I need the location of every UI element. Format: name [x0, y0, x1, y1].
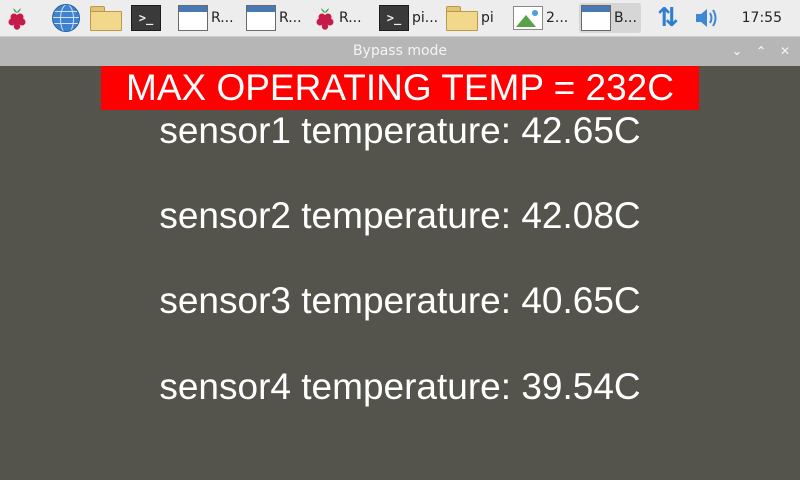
sensor-3-reading: sensor3 temperature: 40.65C [159, 280, 641, 321]
taskbar-window-active[interactable]: B... [579, 3, 641, 33]
sensor-4-reading: sensor4 temperature: 39.54C [159, 366, 641, 407]
terminal-icon: >_ [379, 5, 409, 31]
sensor-1-reading: sensor1 temperature: 42.65C [159, 110, 641, 151]
folder-icon [90, 6, 122, 31]
taskbar-window-6[interactable]: 2... [513, 3, 575, 33]
terminal-icon: >_ [131, 5, 161, 31]
taskbar-window-2[interactable]: R... [246, 3, 308, 33]
chevron-up-icon: ⌃ [755, 44, 767, 58]
network-arrows-icon: ⇅ [657, 3, 679, 33]
taskbar-window-5[interactable]: pi [446, 3, 508, 33]
taskbar-window-label: pi... [412, 10, 439, 26]
taskbar-window-label: pi [481, 10, 494, 26]
taskbar: >_ R... R... R... >_ pi... pi 2... B... … [0, 0, 800, 37]
window-titlebar[interactable]: Bypass mode ⌄ ⌃ ✕ [0, 37, 800, 66]
window-icon [246, 5, 276, 31]
volume-icon [696, 9, 717, 27]
minimize-button[interactable]: ⌄ [726, 37, 748, 66]
browser-launcher[interactable] [52, 3, 84, 33]
window-icon [581, 5, 611, 31]
window-content: MAX OPERATING TEMP = 232C sensor1 temper… [0, 66, 800, 480]
close-icon: ✕ [779, 44, 791, 58]
menu-button[interactable] [6, 3, 38, 33]
taskbar-window-label: B... [614, 10, 637, 26]
taskbar-window-3[interactable]: R... [314, 3, 376, 33]
taskbar-window-label: R... [279, 10, 302, 26]
taskbar-window-label: R... [339, 10, 362, 26]
terminal-launcher[interactable]: >_ [131, 3, 165, 33]
taskbar-window-label: 2... [546, 10, 569, 26]
sensor-2-reading: sensor2 temperature: 42.08C [159, 195, 641, 236]
window-title: Bypass mode [352, 43, 448, 59]
window-icon [178, 5, 208, 31]
network-tray[interactable]: ⇅ [654, 3, 682, 33]
close-button[interactable]: ✕ [774, 37, 796, 66]
globe-icon [52, 4, 80, 32]
maximize-button[interactable]: ⌃ [750, 37, 772, 66]
raspberry-pi-icon [316, 8, 334, 30]
max-temp-banner: MAX OPERATING TEMP = 232C [101, 66, 699, 110]
image-icon [513, 6, 543, 30]
taskbar-window-label: R... [211, 10, 234, 26]
clock[interactable]: 17:55 [741, 10, 782, 26]
taskbar-window-4[interactable]: >_ pi... [379, 3, 441, 33]
taskbar-window-1[interactable]: R... [178, 3, 240, 33]
file-manager-launcher[interactable] [90, 3, 126, 33]
chevron-down-icon: ⌄ [731, 44, 743, 58]
folder-icon [446, 6, 478, 31]
volume-tray[interactable] [692, 3, 722, 33]
raspberry-pi-icon [8, 8, 26, 30]
